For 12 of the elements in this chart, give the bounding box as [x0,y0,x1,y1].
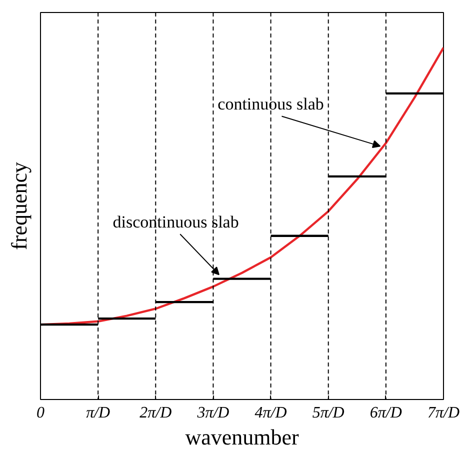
x-tick-label: 4π/D [254,404,288,422]
x-tick-label: 2π/D [140,404,172,422]
x-tick-label: 5π/D [312,404,345,422]
x-tick-label: 7π/D [427,404,460,422]
annotation: continuous slab [218,94,324,114]
x-axis-title: wavenumber [185,424,300,450]
annotation: discontinuous slab [112,212,239,232]
y-axis-title: frequency [6,162,32,250]
x-tick-label: π/D [86,404,111,422]
x-tick-label: 6π/D [370,404,402,422]
x-tick-label: 0 [36,404,44,422]
x-tick-label: 3π/D [196,404,230,422]
